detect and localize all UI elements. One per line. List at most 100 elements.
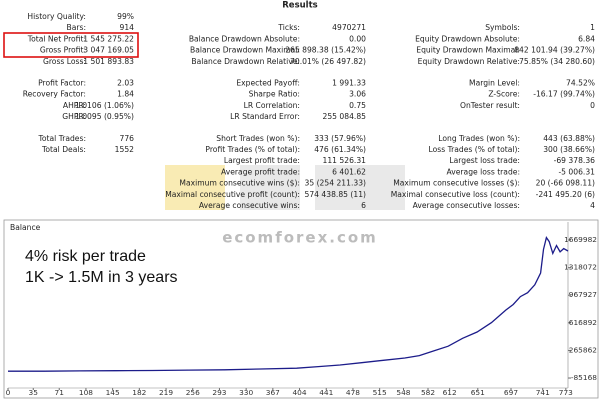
- balance-line: [8, 236, 569, 372]
- stat-label: AHPR:: [63, 101, 86, 110]
- stat-value: 3.06: [349, 90, 366, 99]
- x-tick-label: 108: [79, 388, 93, 397]
- annotation: 1K -> 1.5M in 3 years: [25, 269, 178, 286]
- stat-value: 0: [590, 101, 595, 110]
- stat-label: Gross Loss:: [43, 57, 86, 66]
- stat-label: Maximal consecutive profit (count):: [165, 190, 300, 199]
- y-tick-label: 265862: [569, 345, 597, 354]
- stat-label: Largest loss trade:: [449, 156, 520, 165]
- stat-value: 6 401.62: [332, 167, 366, 176]
- x-tick-label: 582: [421, 388, 435, 397]
- stat-value: 574 438.85 (11): [305, 190, 367, 199]
- stat-label: Margin Level:: [469, 79, 520, 88]
- stat-label: Long Trades (won %):: [438, 134, 520, 143]
- stat-value: 1: [590, 23, 595, 32]
- stat-label: Equity Drawdown Maximal:: [416, 46, 520, 55]
- stat-value: 3 047 169.05: [83, 46, 134, 55]
- x-tick-label: 478: [346, 388, 360, 397]
- stat-value: 776: [120, 134, 135, 143]
- stat-label: Balance Drawdown Absolute:: [189, 34, 300, 43]
- stat-label: Gross Profit:: [40, 46, 86, 55]
- stat-value: 6.84: [578, 34, 595, 43]
- stat-value: 99%: [117, 12, 134, 21]
- x-tick-label: 651: [471, 388, 485, 397]
- stat-value: 476 (61.34%): [314, 145, 366, 154]
- stat-value: 0.75: [349, 101, 366, 110]
- stat-label: Profit Factor:: [38, 79, 86, 88]
- stat-label: Largest profit trade:: [224, 156, 300, 165]
- y-tick-label: 1318072: [564, 263, 597, 272]
- chart-frame: [3, 219, 599, 399]
- logo-block: [165, 165, 225, 210]
- stat-label: History Quality:: [27, 12, 86, 21]
- stat-value: 35 (254 211.33): [305, 179, 367, 188]
- stat-value: 842 101.94 (39.27%): [514, 46, 595, 55]
- x-tick-label: 773: [559, 388, 573, 397]
- x-tick-label: 0: [6, 388, 11, 397]
- stat-value: 75.85% (34 280.60): [519, 57, 595, 66]
- stat-label: Maximal consecutive loss (count):: [391, 190, 520, 199]
- stat-value: 111 526.31: [323, 156, 367, 165]
- stat-value: 0.00: [349, 34, 366, 43]
- stat-label: Profit Trades (% of total):: [205, 145, 300, 154]
- stat-label: Equity Drawdown Absolute:: [415, 34, 520, 43]
- logo-block: [240, 165, 300, 210]
- stat-value: 1 545 275.22: [83, 34, 134, 43]
- stat-label: OnTester result:: [460, 101, 520, 110]
- x-tick-label: 612: [443, 388, 457, 397]
- y-tick-label: 1669982: [564, 235, 597, 244]
- stat-label: LR Standard Error:: [230, 112, 300, 121]
- stat-label: Z-Score:: [488, 90, 520, 99]
- stat-value: 2.03: [117, 79, 134, 88]
- stat-value: -69 378.36: [554, 156, 596, 165]
- stat-label: Balance Drawdown Maximal:: [190, 46, 300, 55]
- x-tick-label: 330: [239, 388, 253, 397]
- x-tick-label: 441: [319, 388, 333, 397]
- x-tick-label: 741: [536, 388, 550, 397]
- stat-label: Total Net Profit:: [27, 34, 86, 43]
- stat-label: Ticks:: [277, 23, 300, 32]
- stat-value: 74.52%: [566, 79, 595, 88]
- stat-value: -16.17 (99.74%): [533, 90, 595, 99]
- stat-label: Average consecutive losses:: [413, 201, 520, 210]
- stat-label: Average consecutive wins:: [199, 201, 300, 210]
- stat-value: 1 991.33: [332, 79, 366, 88]
- chart-title: Balance: [10, 223, 41, 232]
- stat-label: Sharpe Ratio:: [249, 90, 300, 99]
- stat-label: Balance Drawdown Relative:: [191, 57, 300, 66]
- logo-block: [315, 165, 405, 210]
- stat-label: Total Deals:: [41, 145, 86, 154]
- stat-label: Bars:: [67, 23, 87, 32]
- stat-value: -1 501 893.83: [81, 57, 135, 66]
- watermark-logo: [165, 165, 405, 210]
- x-tick-label: 35: [29, 388, 39, 397]
- stat-label: LR Correlation:: [244, 101, 300, 110]
- x-tick-label: 515: [373, 388, 387, 397]
- watermark-text: ecomforex.com: [222, 229, 378, 247]
- stat-label: Equity Drawdown Relative:: [418, 57, 520, 66]
- stat-label: Symbols:: [485, 23, 520, 32]
- stat-label: Maximum consecutive losses ($):: [393, 179, 520, 188]
- stat-value: 6: [361, 201, 366, 210]
- stat-label: Expected Payoff:: [236, 79, 300, 88]
- x-tick-label: 404: [292, 388, 306, 397]
- x-tick-label: 367: [266, 388, 280, 397]
- stat-value: 255 084.85: [323, 112, 367, 121]
- x-tick-label: 293: [212, 388, 226, 397]
- y-tick-label: 616892: [569, 318, 597, 327]
- stat-value: 265 898.38 (15.42%): [285, 46, 366, 55]
- x-tick-label: 219: [159, 388, 173, 397]
- stat-value: -241 495.20 (6): [536, 190, 595, 199]
- stat-value: 20 (-66 098.11): [536, 179, 595, 188]
- stat-label: Total Trades:: [38, 134, 86, 143]
- stat-label: Maximum consecutive wins ($):: [179, 179, 300, 188]
- stat-value: 333 (57.96%): [314, 134, 366, 143]
- x-tick-label: 697: [504, 388, 518, 397]
- stat-value: 1552: [115, 145, 134, 154]
- stat-value: 1.0106 (1.06%): [75, 101, 134, 110]
- x-tick-label: 256: [186, 388, 200, 397]
- y-tick-label: -85168: [571, 373, 597, 382]
- results-title: Results: [282, 1, 317, 11]
- stat-value: -5 006.31: [558, 167, 595, 176]
